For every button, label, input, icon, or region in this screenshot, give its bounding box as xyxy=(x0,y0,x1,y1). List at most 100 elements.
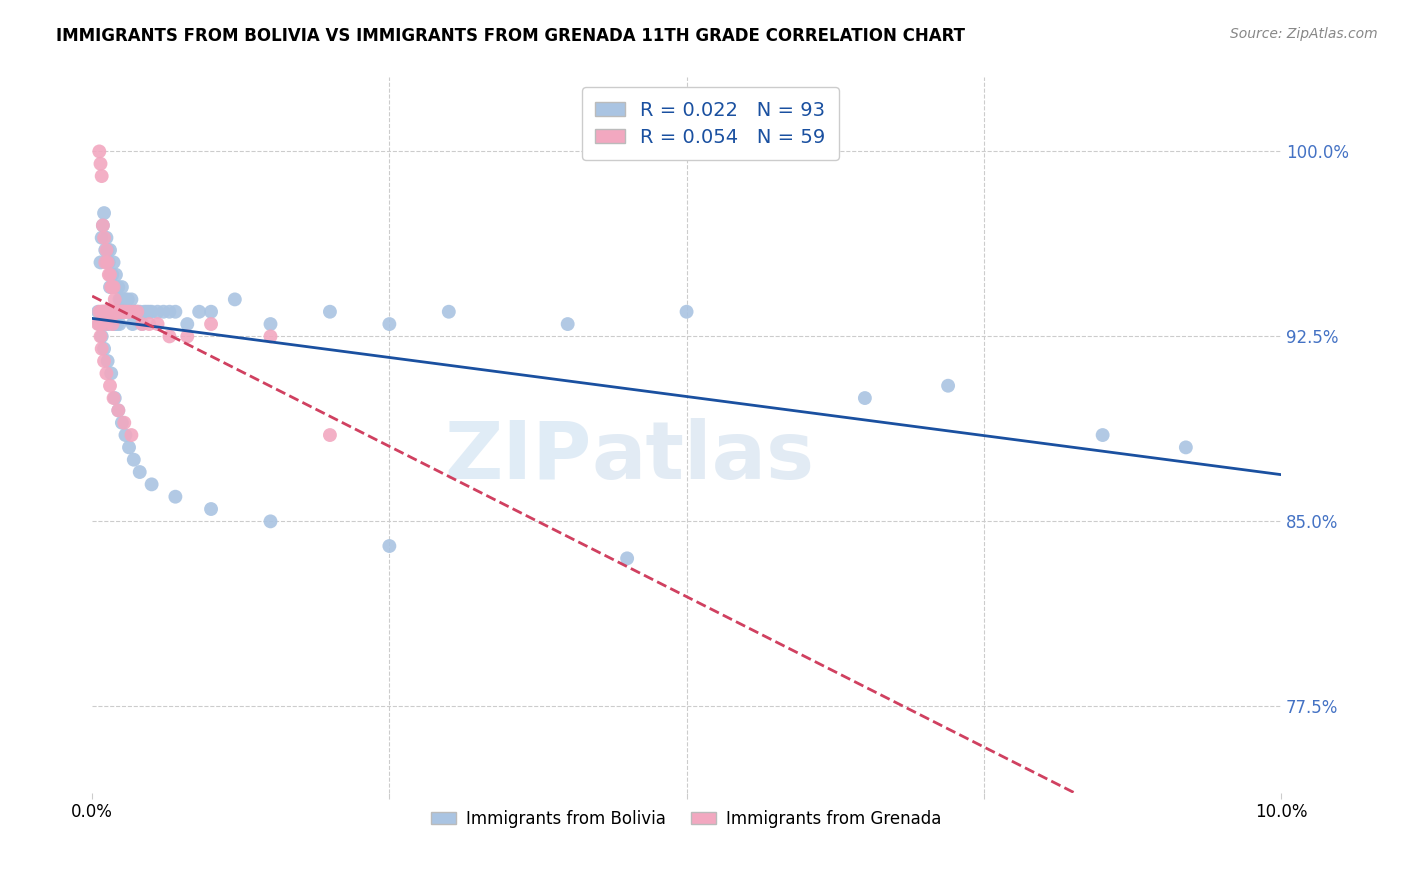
Text: ZIP: ZIP xyxy=(444,417,592,495)
Point xyxy=(675,304,697,318)
Point xyxy=(188,304,211,318)
Point xyxy=(91,304,114,318)
Point xyxy=(378,317,401,331)
Point xyxy=(121,317,143,331)
Point xyxy=(127,304,149,318)
Point xyxy=(319,304,342,318)
Point xyxy=(114,293,136,307)
Point xyxy=(111,416,134,430)
Point xyxy=(100,280,122,294)
Point xyxy=(94,304,117,318)
Point xyxy=(112,304,135,318)
Point xyxy=(146,317,169,331)
Point xyxy=(97,304,120,318)
Point xyxy=(89,145,111,159)
Point xyxy=(114,428,136,442)
Point xyxy=(89,157,111,171)
Point xyxy=(117,304,139,318)
Point xyxy=(89,317,111,331)
Point xyxy=(97,304,120,318)
Point xyxy=(120,428,142,442)
Point xyxy=(93,354,115,368)
Point xyxy=(107,280,129,294)
Point xyxy=(100,268,122,282)
Point xyxy=(128,304,150,318)
Point xyxy=(259,329,281,343)
Point xyxy=(93,231,115,245)
Point xyxy=(103,304,125,318)
Point xyxy=(89,317,111,331)
Point xyxy=(107,304,129,318)
Legend: Immigrants from Bolivia, Immigrants from Grenada: Immigrants from Bolivia, Immigrants from… xyxy=(425,803,949,834)
Point xyxy=(91,317,114,331)
Point xyxy=(96,243,118,257)
Point xyxy=(134,304,156,318)
Point xyxy=(87,317,110,331)
Point xyxy=(90,342,112,356)
Point xyxy=(107,403,129,417)
Point xyxy=(98,243,121,257)
Point xyxy=(176,317,198,331)
Point xyxy=(1091,428,1114,442)
Point xyxy=(97,317,120,331)
Point xyxy=(165,304,187,318)
Point xyxy=(97,268,120,282)
Point xyxy=(1174,441,1197,455)
Point xyxy=(98,268,121,282)
Point xyxy=(853,391,876,405)
Point xyxy=(176,329,198,343)
Point xyxy=(97,243,120,257)
Point xyxy=(125,304,148,318)
Point xyxy=(103,317,125,331)
Point xyxy=(127,304,149,318)
Point xyxy=(101,304,124,318)
Point xyxy=(96,231,118,245)
Point xyxy=(90,329,112,343)
Point xyxy=(98,304,121,318)
Point xyxy=(104,317,127,331)
Point xyxy=(115,304,138,318)
Point xyxy=(90,304,112,318)
Point xyxy=(97,354,120,368)
Point xyxy=(87,304,110,318)
Point xyxy=(91,219,114,233)
Point xyxy=(118,304,141,318)
Point xyxy=(91,219,114,233)
Point xyxy=(89,255,111,269)
Point xyxy=(100,367,122,381)
Point xyxy=(152,304,174,318)
Point xyxy=(96,317,118,331)
Point xyxy=(103,255,125,269)
Point xyxy=(103,280,125,294)
Point xyxy=(107,403,129,417)
Point xyxy=(112,416,135,430)
Text: IMMIGRANTS FROM BOLIVIA VS IMMIGRANTS FROM GRENADA 11TH GRADE CORRELATION CHART: IMMIGRANTS FROM BOLIVIA VS IMMIGRANTS FR… xyxy=(56,27,966,45)
Point xyxy=(117,293,139,307)
Point xyxy=(104,304,127,318)
Point xyxy=(101,268,124,282)
Point xyxy=(224,293,246,307)
Point xyxy=(89,329,111,343)
Point xyxy=(616,551,638,566)
Point xyxy=(96,317,118,331)
Point xyxy=(111,280,134,294)
Point xyxy=(319,428,342,442)
Point xyxy=(94,255,117,269)
Point xyxy=(90,169,112,183)
Point xyxy=(98,280,121,294)
Point xyxy=(94,304,117,318)
Point xyxy=(97,255,120,269)
Point xyxy=(122,304,145,318)
Point xyxy=(200,317,222,331)
Point xyxy=(107,304,129,318)
Point xyxy=(104,391,127,405)
Point xyxy=(111,304,134,318)
Point xyxy=(557,317,579,331)
Point xyxy=(93,206,115,220)
Point xyxy=(103,391,125,405)
Text: Source: ZipAtlas.com: Source: ZipAtlas.com xyxy=(1230,27,1378,41)
Point xyxy=(93,304,115,318)
Point xyxy=(200,502,222,516)
Point xyxy=(110,304,132,318)
Point xyxy=(120,293,142,307)
